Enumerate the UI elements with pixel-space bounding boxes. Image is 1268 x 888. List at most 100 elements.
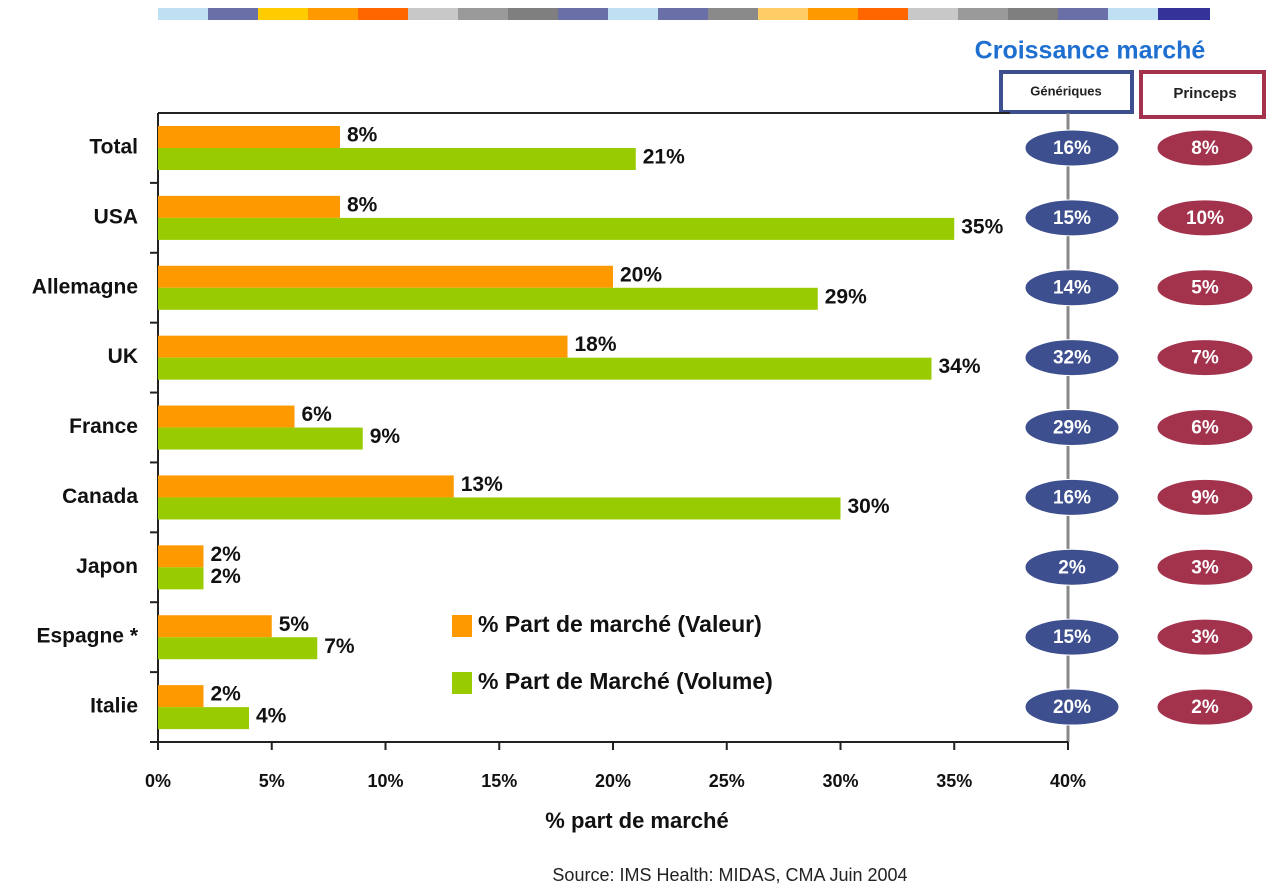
category-label: USA — [94, 205, 138, 228]
bar — [158, 685, 204, 708]
growth-badge — [1024, 688, 1120, 726]
value-label: 5% — [279, 613, 310, 636]
x-tick-label: 40% — [1050, 771, 1086, 791]
growth-label: 3% — [1191, 557, 1219, 578]
value-label: 8% — [347, 124, 378, 147]
growth-label: 15% — [1053, 627, 1091, 648]
growth-badge — [1156, 409, 1254, 446]
value-label: 13% — [461, 473, 503, 496]
column-header-box — [999, 70, 1134, 114]
bar — [158, 357, 932, 380]
value-label: 29% — [825, 285, 867, 308]
growth-label: 3% — [1191, 627, 1219, 648]
growth-label: 9% — [1191, 487, 1219, 508]
value-label: 21% — [643, 146, 685, 169]
value-label: 30% — [848, 495, 890, 518]
value-label: 35% — [961, 215, 1003, 238]
growth-title: Croissance marché — [975, 37, 1206, 65]
bar — [158, 265, 613, 288]
column-header-box — [1139, 70, 1266, 119]
value-label: 2% — [211, 683, 242, 706]
category-label: Italie — [90, 695, 138, 718]
growth-label: 16% — [1053, 138, 1091, 159]
value-label: 2% — [211, 543, 242, 566]
value-label: 4% — [256, 705, 287, 728]
growth-label: 8% — [1191, 138, 1219, 159]
growth-badge — [1156, 548, 1254, 586]
bar — [158, 195, 340, 218]
bar — [158, 335, 568, 358]
x-tick-label: 25% — [709, 771, 745, 791]
value-label: 8% — [347, 193, 378, 216]
value-label: 34% — [939, 355, 981, 378]
column-header: Princeps — [1173, 85, 1236, 102]
bar — [158, 567, 204, 590]
growth-label: 5% — [1191, 278, 1219, 299]
category-label: France — [69, 415, 138, 438]
value-label: 2% — [211, 565, 242, 588]
growth-badge — [1156, 199, 1254, 237]
x-tick-label: 5% — [259, 771, 285, 791]
bar — [158, 497, 841, 520]
growth-label: 7% — [1191, 348, 1219, 369]
bar — [158, 126, 340, 148]
x-tick-label: 30% — [822, 771, 858, 791]
column-header: Génériques — [1030, 83, 1102, 98]
bar — [158, 707, 249, 730]
bar — [158, 545, 204, 568]
category-label: UK — [108, 345, 138, 368]
growth-label: 10% — [1186, 208, 1224, 229]
bar — [158, 405, 295, 428]
bar — [158, 148, 636, 170]
growth-label: 32% — [1053, 348, 1091, 369]
bar — [158, 427, 363, 450]
growth-badge — [1024, 269, 1120, 307]
growth-label: 6% — [1191, 418, 1219, 439]
category-label: Canada — [62, 485, 138, 508]
growth-badge — [1024, 618, 1120, 656]
x-tick-label: 20% — [595, 771, 631, 791]
growth-badge — [1156, 478, 1254, 516]
legend-label: % Part de Marché (Volume) — [478, 668, 773, 694]
growth-badge — [1024, 339, 1120, 377]
growth-label: 2% — [1058, 557, 1086, 578]
legend-swatch — [452, 672, 472, 694]
growth-badge — [1156, 618, 1254, 656]
color-strip — [158, 8, 1210, 20]
growth-badge — [1156, 688, 1254, 726]
category-label: Japon — [76, 555, 138, 578]
legend-label: % Part de marché (Valeur) — [478, 611, 762, 637]
value-label: 7% — [324, 635, 355, 658]
bar — [158, 615, 272, 638]
category-label: Total — [89, 135, 138, 158]
value-label: 6% — [302, 403, 333, 426]
growth-badge — [1024, 548, 1120, 586]
growth-label: 2% — [1191, 697, 1219, 718]
bar — [158, 637, 318, 660]
growth-label: 14% — [1053, 278, 1091, 299]
growth-badge — [1024, 199, 1120, 237]
x-axis-label: % part de marché — [545, 808, 728, 833]
x-tick-label: 15% — [481, 771, 517, 791]
growth-badge — [1024, 478, 1120, 516]
growth-badge — [1024, 409, 1120, 446]
x-tick-label: 35% — [936, 771, 972, 791]
value-label: 18% — [575, 333, 617, 356]
growth-label: 16% — [1053, 487, 1091, 508]
growth-badge — [1156, 269, 1254, 307]
bar — [158, 287, 818, 310]
x-tick-label: 10% — [367, 771, 403, 791]
growth-label: 15% — [1053, 208, 1091, 229]
bar — [158, 217, 955, 240]
growth-label: 20% — [1053, 697, 1091, 718]
growth-label: 29% — [1053, 418, 1091, 439]
bar — [158, 475, 454, 498]
source: Source: IMS Health: MIDAS, CMA Juin 2004 — [552, 865, 907, 885]
legend-swatch — [452, 615, 472, 637]
category-label: Allemagne — [32, 275, 138, 298]
value-label: 20% — [620, 263, 662, 286]
growth-badge — [1156, 129, 1254, 167]
category-label: Espagne * — [36, 625, 138, 648]
growth-badge — [1024, 129, 1120, 167]
